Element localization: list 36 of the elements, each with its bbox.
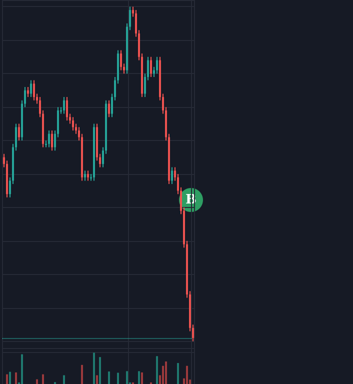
bar bbox=[165, 361, 167, 384]
bar bbox=[138, 371, 140, 384]
candlestick bbox=[48, 130, 50, 148]
candlestick bbox=[51, 130, 53, 152]
candlestick bbox=[84, 170, 86, 182]
bar bbox=[93, 352, 95, 384]
bar bbox=[42, 374, 44, 384]
candlestick bbox=[30, 80, 32, 98]
candlestick bbox=[63, 96, 65, 114]
candlestick bbox=[66, 96, 68, 121]
bar bbox=[162, 366, 164, 384]
candlestick bbox=[18, 123, 20, 142]
candlestick bbox=[72, 116, 74, 131]
bar bbox=[156, 356, 158, 384]
bar bbox=[141, 372, 143, 384]
bar bbox=[15, 372, 17, 384]
candlestick bbox=[108, 100, 110, 118]
bar bbox=[36, 379, 38, 384]
bar bbox=[9, 372, 11, 384]
candlestick bbox=[87, 170, 89, 182]
bar bbox=[96, 375, 98, 384]
candlestick bbox=[33, 80, 35, 101]
bar bbox=[63, 375, 65, 384]
bar bbox=[117, 372, 119, 384]
candlestick bbox=[120, 50, 122, 71]
bar bbox=[81, 364, 83, 384]
candlestick bbox=[150, 56, 152, 78]
bar bbox=[21, 354, 23, 384]
candlestick bbox=[171, 166, 173, 185]
bar bbox=[177, 363, 179, 384]
candlestick bbox=[156, 56, 158, 74]
bar bbox=[108, 371, 110, 384]
bar bbox=[99, 357, 101, 384]
bar bbox=[186, 366, 188, 384]
bar bbox=[6, 374, 8, 384]
bar bbox=[126, 371, 128, 384]
